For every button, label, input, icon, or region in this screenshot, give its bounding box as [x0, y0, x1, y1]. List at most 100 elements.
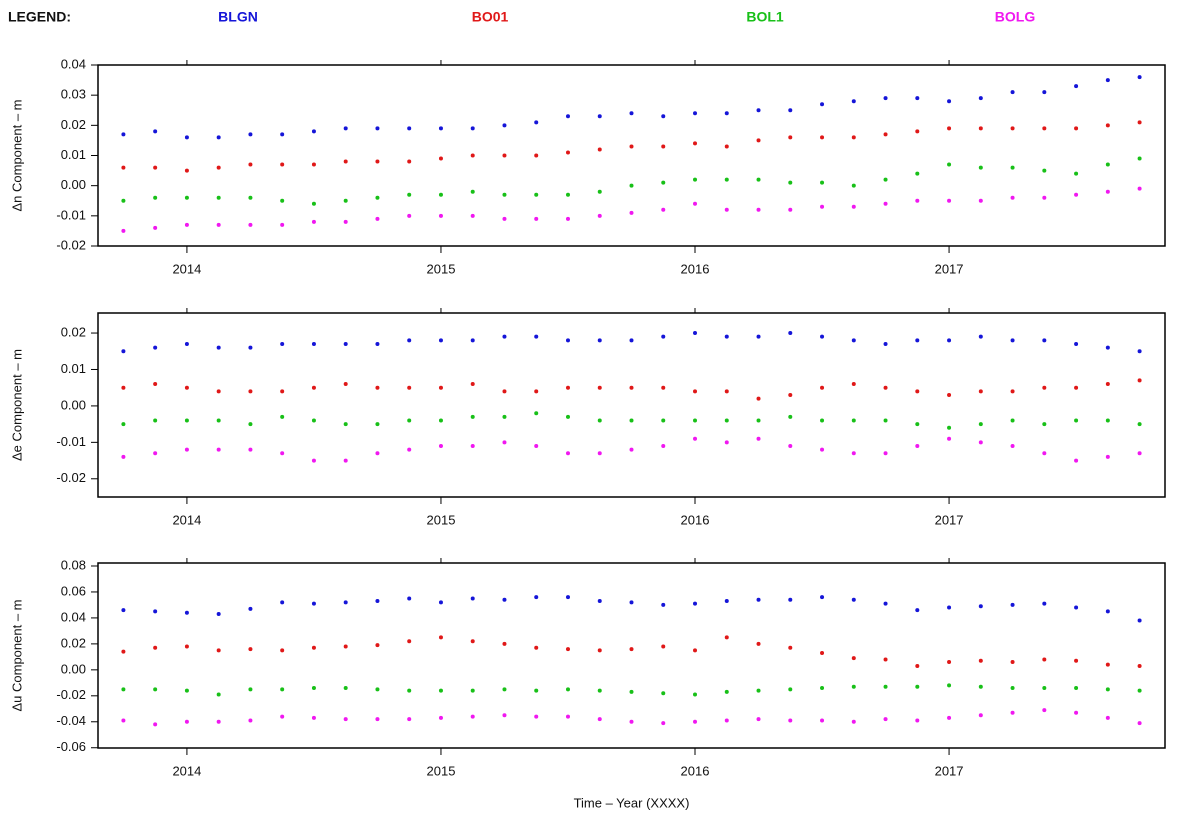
data-point [756, 436, 761, 441]
data-point [565, 647, 570, 652]
data-point [978, 165, 983, 170]
y-tick-label: 0.00 [61, 661, 86, 676]
data-point [438, 635, 443, 640]
y-tick-label: 0.06 [61, 583, 86, 598]
data-point [565, 687, 570, 692]
data-point [343, 219, 348, 224]
data-point [407, 596, 412, 601]
data-point [1137, 378, 1142, 383]
data-point [1074, 710, 1079, 715]
data-point [915, 663, 920, 668]
data-point [216, 692, 221, 697]
data-point [629, 719, 634, 724]
data-point [565, 192, 570, 197]
data-point [820, 334, 825, 339]
x-tick-label: 2017 [935, 261, 964, 276]
data-point [375, 422, 380, 427]
data-point [438, 715, 443, 720]
data-point [1137, 451, 1142, 456]
data-point [1042, 385, 1047, 390]
data-point [693, 436, 698, 441]
data-point [597, 338, 602, 343]
data-point [1137, 186, 1142, 191]
y-tick-label: 0.01 [61, 361, 86, 376]
data-point [629, 111, 634, 116]
data-point [788, 718, 793, 723]
legend-title: LEGEND: [8, 9, 71, 25]
data-point [343, 341, 348, 346]
data-point [1010, 338, 1015, 343]
data-point [693, 201, 698, 206]
data-point [502, 334, 507, 339]
data-point [565, 414, 570, 419]
data-point [947, 436, 952, 441]
data-point [470, 126, 475, 131]
data-point [724, 207, 729, 212]
data-point [1010, 165, 1015, 170]
data-point [502, 123, 507, 128]
data-point [883, 177, 888, 182]
data-point [311, 645, 316, 650]
data-point [629, 144, 634, 149]
data-point [216, 612, 221, 617]
data-point [534, 411, 539, 416]
data-point [661, 114, 666, 119]
data-point [1042, 422, 1047, 427]
data-point [978, 422, 983, 427]
data-point [883, 132, 888, 137]
data-point [248, 389, 253, 394]
data-point [851, 135, 856, 140]
data-point [565, 714, 570, 719]
data-point [534, 153, 539, 158]
data-point [597, 147, 602, 152]
data-point [311, 715, 316, 720]
data-point [153, 609, 158, 614]
data-point [915, 443, 920, 448]
data-point [407, 717, 412, 722]
data-point [693, 331, 698, 336]
data-point [978, 713, 983, 718]
data-point [121, 198, 126, 203]
legend-entry: BOL1 [746, 9, 784, 25]
data-point [978, 658, 983, 663]
data-point [629, 447, 634, 452]
data-point [597, 189, 602, 194]
data-point [565, 451, 570, 456]
data-point [502, 641, 507, 646]
data-point [502, 414, 507, 419]
data-point [693, 692, 698, 697]
data-point [375, 687, 380, 692]
data-point [851, 451, 856, 456]
data-point [438, 418, 443, 423]
data-point [661, 334, 666, 339]
data-point [851, 382, 856, 387]
data-point [883, 385, 888, 390]
data-point [121, 165, 126, 170]
data-point [851, 719, 856, 724]
data-point [597, 717, 602, 722]
data-point [820, 686, 825, 691]
data-point [947, 715, 952, 720]
data-point [788, 443, 793, 448]
data-point [820, 135, 825, 140]
data-point [375, 643, 380, 648]
data-point [311, 601, 316, 606]
data-point [724, 418, 729, 423]
y-tick-label: -0.01 [56, 207, 86, 222]
data-point [756, 334, 761, 339]
data-point [756, 108, 761, 113]
data-point [915, 389, 920, 394]
data-point [1137, 120, 1142, 125]
data-point [534, 192, 539, 197]
data-point [597, 599, 602, 604]
data-point [375, 385, 380, 390]
data-point [343, 422, 348, 427]
data-point [280, 389, 285, 394]
data-point [661, 385, 666, 390]
x-tick-label: 2014 [172, 512, 201, 527]
data-point [534, 688, 539, 693]
y-axis-label: Δe Component – m [9, 349, 24, 461]
data-point [502, 713, 507, 718]
y-tick-label: 0.04 [61, 56, 86, 71]
data-point [502, 192, 507, 197]
